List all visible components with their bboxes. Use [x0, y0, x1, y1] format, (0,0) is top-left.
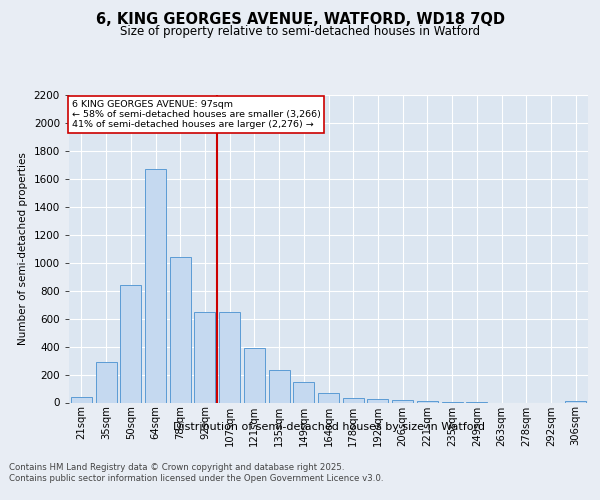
Bar [120, 285, 141, 403]
Bar [269, 370, 290, 402]
Bar [194, 312, 215, 402]
Bar [170, 257, 191, 402]
Text: Distribution of semi-detached houses by size in Watford: Distribution of semi-detached houses by … [173, 422, 485, 432]
Bar [565, 401, 586, 402]
Text: Contains public sector information licensed under the Open Government Licence v3: Contains public sector information licen… [9, 474, 383, 483]
Bar [293, 382, 314, 402]
Text: 6, KING GEORGES AVENUE, WATFORD, WD18 7QD: 6, KING GEORGES AVENUE, WATFORD, WD18 7Q… [95, 12, 505, 28]
Bar [318, 392, 339, 402]
Bar [367, 399, 388, 402]
Bar [417, 401, 438, 402]
Y-axis label: Number of semi-detached properties: Number of semi-detached properties [18, 152, 28, 345]
Bar [343, 398, 364, 402]
Bar [71, 397, 92, 402]
Bar [95, 362, 116, 403]
Text: Size of property relative to semi-detached houses in Watford: Size of property relative to semi-detach… [120, 25, 480, 38]
Bar [145, 169, 166, 402]
Text: 6 KING GEORGES AVENUE: 97sqm
← 58% of semi-detached houses are smaller (3,266)
4: 6 KING GEORGES AVENUE: 97sqm ← 58% of se… [71, 100, 320, 130]
Bar [244, 348, 265, 403]
Bar [392, 400, 413, 402]
Text: Contains HM Land Registry data © Crown copyright and database right 2025.: Contains HM Land Registry data © Crown c… [9, 462, 344, 471]
Bar [219, 312, 240, 402]
